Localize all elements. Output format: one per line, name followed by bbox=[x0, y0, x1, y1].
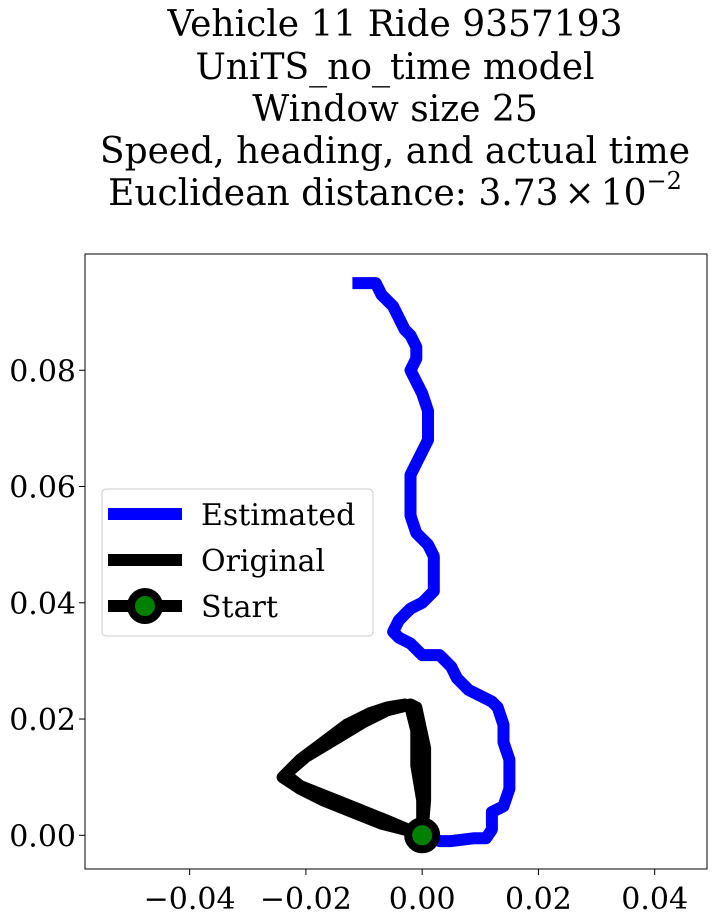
title-distance-prefix: Euclidean distance: bbox=[108, 173, 478, 214]
title-line-1: Vehicle 11 Ride 9357193 bbox=[166, 4, 622, 45]
title-distance-times: × bbox=[565, 173, 595, 214]
x-tick-label: −0.04 bbox=[144, 882, 236, 917]
title-line-3: Window size 25 bbox=[252, 89, 538, 130]
title-distance-mantissa: 3.73 bbox=[478, 173, 558, 214]
y-tick-label: 0.00 bbox=[9, 819, 76, 854]
x-tick-label: −0.02 bbox=[260, 882, 352, 917]
title-line-4: Speed, heading, and actual time bbox=[100, 131, 690, 172]
title-line-5: Euclidean distance: 3.73 × 10−2 bbox=[108, 167, 682, 214]
legend-marker-start bbox=[127, 588, 163, 624]
y-tick-label: 0.06 bbox=[9, 471, 76, 506]
x-tick-label: 0.04 bbox=[621, 882, 688, 917]
title-distance-exponent: −2 bbox=[647, 167, 682, 195]
legend-label-original: Original bbox=[201, 544, 325, 579]
axes-frame bbox=[84, 253, 708, 870]
plot-area: −0.04 −0.02 0.00 0.02 0.04 0.00 0.02 0.04 0.06 0.… bbox=[9, 253, 708, 917]
series-line-original bbox=[276, 698, 432, 841]
legend-box bbox=[101, 488, 374, 637]
legend-label-estimated: Estimated bbox=[201, 498, 355, 533]
y-tick-label: 0.08 bbox=[9, 354, 76, 389]
start-marker bbox=[404, 817, 441, 854]
x-tick-label: 0.02 bbox=[505, 882, 572, 917]
title-distance-base: 10 bbox=[601, 173, 647, 214]
series-group bbox=[276, 277, 516, 854]
x-tick-label: 0.00 bbox=[389, 882, 456, 917]
y-tick-label: 0.02 bbox=[9, 703, 76, 738]
legend-label-start: Start bbox=[201, 590, 278, 625]
y-tick-label: 0.04 bbox=[9, 587, 76, 622]
title-line-2: UniTS_no_time model bbox=[195, 47, 594, 88]
series-line-estimated bbox=[352, 277, 516, 848]
legend: Estimated Original Start bbox=[101, 488, 374, 637]
chart-title: Vehicle 11 Ride 9357193 UniTS_no_time mo… bbox=[100, 4, 690, 214]
